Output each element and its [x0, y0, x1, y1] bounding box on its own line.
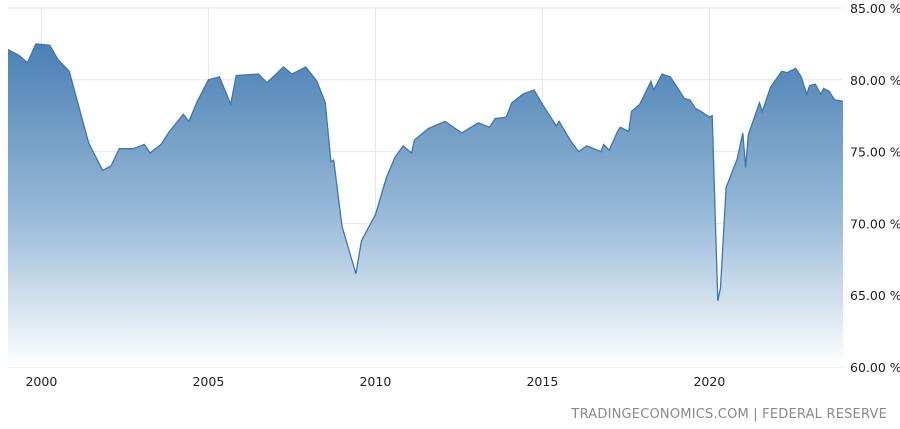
- series-line: [7, 43, 844, 302]
- y-tick-label: 80.00 %: [850, 73, 900, 88]
- x-tick-label: 2005: [192, 374, 224, 389]
- y-tick-label: 75.00 %: [850, 145, 900, 160]
- source-attribution: TRADINGECONOMICS.COM | FEDERAL RESERVE: [571, 407, 887, 422]
- y-tick-label: 60.00 %: [850, 360, 900, 375]
- x-tick-label: 2000: [25, 374, 57, 389]
- x-tick-label: 2015: [526, 374, 558, 389]
- x-tick-label: 2020: [693, 374, 725, 389]
- y-tick-label: 70.00 %: [850, 216, 900, 231]
- x-tick-label: 2010: [359, 374, 391, 389]
- area-fill: [8, 43, 843, 368]
- y-tick-label: 85.00 %: [850, 1, 900, 16]
- x-axis: 2000 2005 2010 2015 2020: [25, 374, 725, 389]
- y-axis: 60.00 % 65.00 % 70.00 % 75.00 % 80.00 % 85.00…: [850, 1, 900, 375]
- y-tick-label: 65.00 %: [850, 288, 900, 303]
